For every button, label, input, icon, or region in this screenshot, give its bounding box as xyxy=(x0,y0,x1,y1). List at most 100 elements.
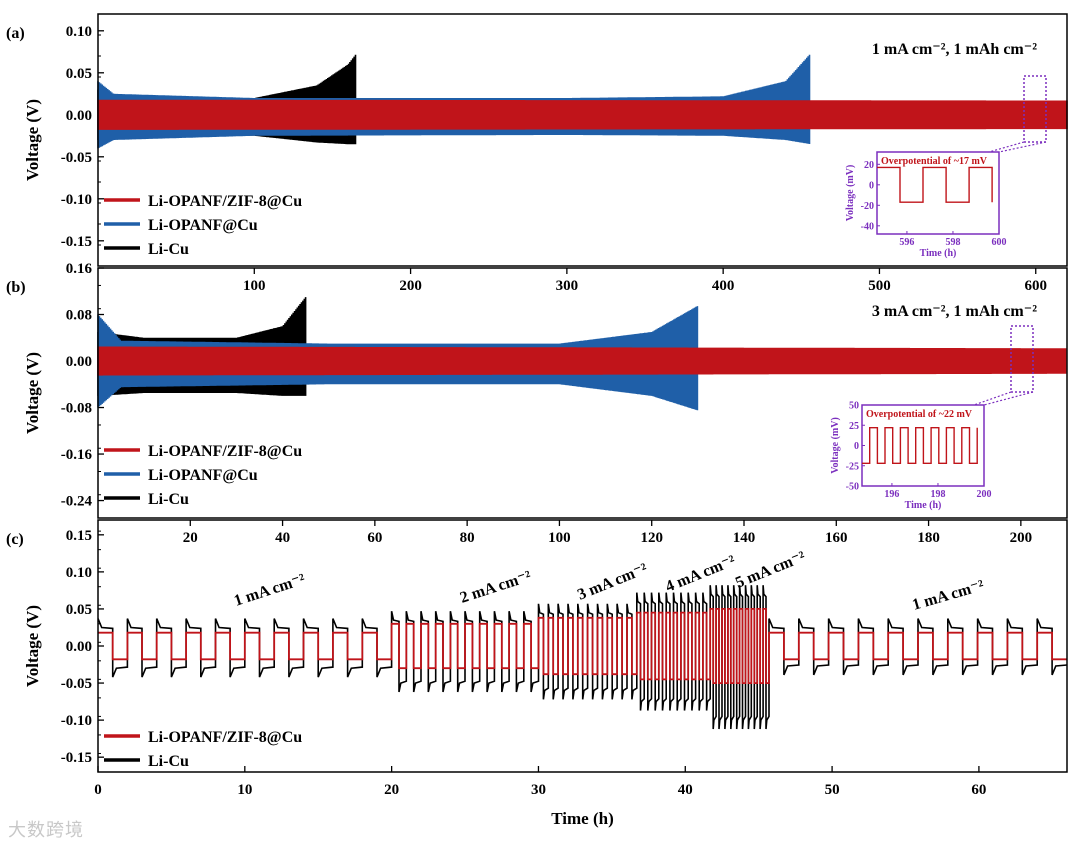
rate-label: 1 mA cm⁻² xyxy=(232,571,308,610)
x-tick-label: 200 xyxy=(399,278,422,294)
inset-title: Overpotential of ~17 mV xyxy=(881,156,988,167)
inset-y-tick-label: 0 xyxy=(869,180,874,191)
plot-frame-1 xyxy=(97,267,1068,519)
series-trace-li-opanf-zif-8-cu xyxy=(98,608,1067,684)
inset: 50 25 0 -25 -50 196 198 200 Time (h) Voltage (mV)… xyxy=(830,401,992,512)
inset-trace xyxy=(862,427,978,464)
x-tick-label: 40 xyxy=(275,530,290,546)
x-tick-label: 180 xyxy=(917,530,940,546)
x-tick-label: 500 xyxy=(868,278,891,294)
inset-y-tick-label: 0 xyxy=(854,441,859,452)
y-tick-label: -0.24 xyxy=(61,494,93,510)
inset-x-tick-label: 198 xyxy=(930,489,945,500)
condition-label: 1 mA cm⁻², 1 mAh cm⁻² xyxy=(872,41,1037,58)
panel-a: 0.10 0.05 0.00 -0.05 -0.10 -0.15 Voltage (V) 1 … xyxy=(23,13,1068,267)
inset-y-tick-label: 50 xyxy=(849,401,859,412)
y-tick-label: -0.16 xyxy=(61,447,93,463)
panel-c: 0.15 0.10 0.05 0.00 -0.05 -0.10 -0.15 Voltage (… xyxy=(23,519,1068,828)
inset-trace xyxy=(877,166,993,203)
y-tick-label: -0.05 xyxy=(61,150,92,166)
panel-b-x-axis: 20 40 60 80 100 120 140 160 180 200 xyxy=(183,520,1032,546)
inset-y-tick-label: 20 xyxy=(864,160,874,171)
legend-label: Li-OPANF/ZIF-8@Cu xyxy=(148,729,302,746)
y-axis-label: Voltage (V) xyxy=(23,99,42,181)
inset-x-tick-label: 196 xyxy=(884,489,899,500)
legend-label: Li-OPANF@Cu xyxy=(148,467,258,484)
inset-x-tick-label: 598 xyxy=(945,237,960,248)
rate-label: 3 mA cm⁻² xyxy=(575,560,650,603)
x-tick-label: 20 xyxy=(384,782,399,798)
legend-label: Li-OPANF@Cu xyxy=(148,217,258,234)
inset: 20 0 -20 -40 596 598 600 Time (h) Voltage (mV) Ov… xyxy=(845,151,1007,259)
x-tick-label: 300 xyxy=(556,278,579,294)
inset-y-label: Voltage (mV) xyxy=(845,165,856,222)
inset-x-tick-label: 600 xyxy=(992,237,1007,248)
panel-b: 0.16 0.08 0.00 -0.08 -0.16 -0.24 Voltage (V) 10… xyxy=(23,261,1068,519)
rate-label: 2 mA cm⁻² xyxy=(458,568,534,607)
legend-label: Li-Cu xyxy=(148,753,189,770)
inset-y-tick-label: -20 xyxy=(861,201,874,212)
inset-title: Overpotential of ~22 mV xyxy=(866,409,973,420)
plot-frame-2 xyxy=(97,519,1068,773)
y-tick-label: 0.10 xyxy=(66,24,92,40)
y-tick-label: -0.15 xyxy=(61,750,92,766)
y-tick-label: 0.05 xyxy=(66,602,92,618)
inset-y-tick-label: -40 xyxy=(861,221,874,232)
y-tick-label: -0.10 xyxy=(61,192,92,208)
panel-label: (c) xyxy=(6,531,24,548)
y-axis-label: Voltage (V) xyxy=(23,352,42,434)
panel-label: (a) xyxy=(6,25,25,42)
y-axis-label: Voltage (V) xyxy=(23,605,42,687)
legend-label: Li-Cu xyxy=(148,491,189,508)
inset-frame xyxy=(876,151,1000,235)
x-tick-label: 20 xyxy=(183,530,198,546)
x-tick-label: 60 xyxy=(367,530,382,546)
x-tick-label: 30 xyxy=(531,782,546,798)
series-band-li-opanf-zif-8-cu xyxy=(97,99,1068,130)
rate-label: 1 mA cm⁻² xyxy=(910,577,986,614)
x-tick-label: 10 xyxy=(237,782,252,798)
x-tick-label: 100 xyxy=(243,278,266,294)
panel-label: (b) xyxy=(6,279,26,296)
series-band-li-opanf-zif-8-cu xyxy=(97,346,1067,376)
y-tick-label: 0.05 xyxy=(66,66,92,82)
x-tick-label: 0 xyxy=(94,782,102,798)
inset-y-tick-label: -25 xyxy=(846,461,859,472)
y-tick-label: 0.00 xyxy=(66,354,92,370)
x-tick-label: 200 xyxy=(1010,530,1033,546)
x-tick-label: 400 xyxy=(712,278,735,294)
rate-label: 4 mA cm⁻² xyxy=(663,552,738,595)
y-tick-label: 0.00 xyxy=(66,639,92,655)
rate-label: 5 mA cm⁻² xyxy=(733,548,808,591)
x-tick-label: 40 xyxy=(678,782,693,798)
y-tick-label: 0.08 xyxy=(66,308,92,324)
x-tick-label: 50 xyxy=(825,782,840,798)
legend-label: Li-OPANF/ZIF-8@Cu xyxy=(148,193,302,210)
inset-x-label: Time (h) xyxy=(905,500,942,511)
x-tick-label: 120 xyxy=(640,530,663,546)
x-tick-label: 100 xyxy=(548,530,571,546)
inset-y-tick-label: 25 xyxy=(849,421,859,432)
inset-x-tick-label: 596 xyxy=(899,237,914,248)
y-tick-label: -0.05 xyxy=(61,676,92,692)
inset-x-tick-label: 200 xyxy=(977,489,992,500)
x-tick-label: 160 xyxy=(825,530,848,546)
x-tick-label: 60 xyxy=(971,782,986,798)
x-tick-label: 140 xyxy=(733,530,756,546)
x-tick-label: 80 xyxy=(460,530,475,546)
zoom-connector xyxy=(998,141,1047,153)
x-tick-label: 600 xyxy=(1024,278,1047,294)
y-tick-label: 0.00 xyxy=(66,108,92,124)
condition-label: 3 mA cm⁻², 1 mAh cm⁻² xyxy=(872,303,1037,320)
zoom-connector xyxy=(983,391,1034,406)
y-tick-label: 0.15 xyxy=(66,528,92,544)
x-axis-label: Time (h) xyxy=(551,809,614,828)
zoom-connector xyxy=(973,391,1012,406)
watermark-text: 大数跨境 xyxy=(8,820,84,841)
inset-x-label: Time (h) xyxy=(920,248,957,259)
y-tick-label: -0.08 xyxy=(61,401,92,417)
plot-frame-0 xyxy=(97,13,1068,267)
inset-y-tick-label: -50 xyxy=(846,482,859,493)
y-tick-label: 0.16 xyxy=(66,261,93,277)
